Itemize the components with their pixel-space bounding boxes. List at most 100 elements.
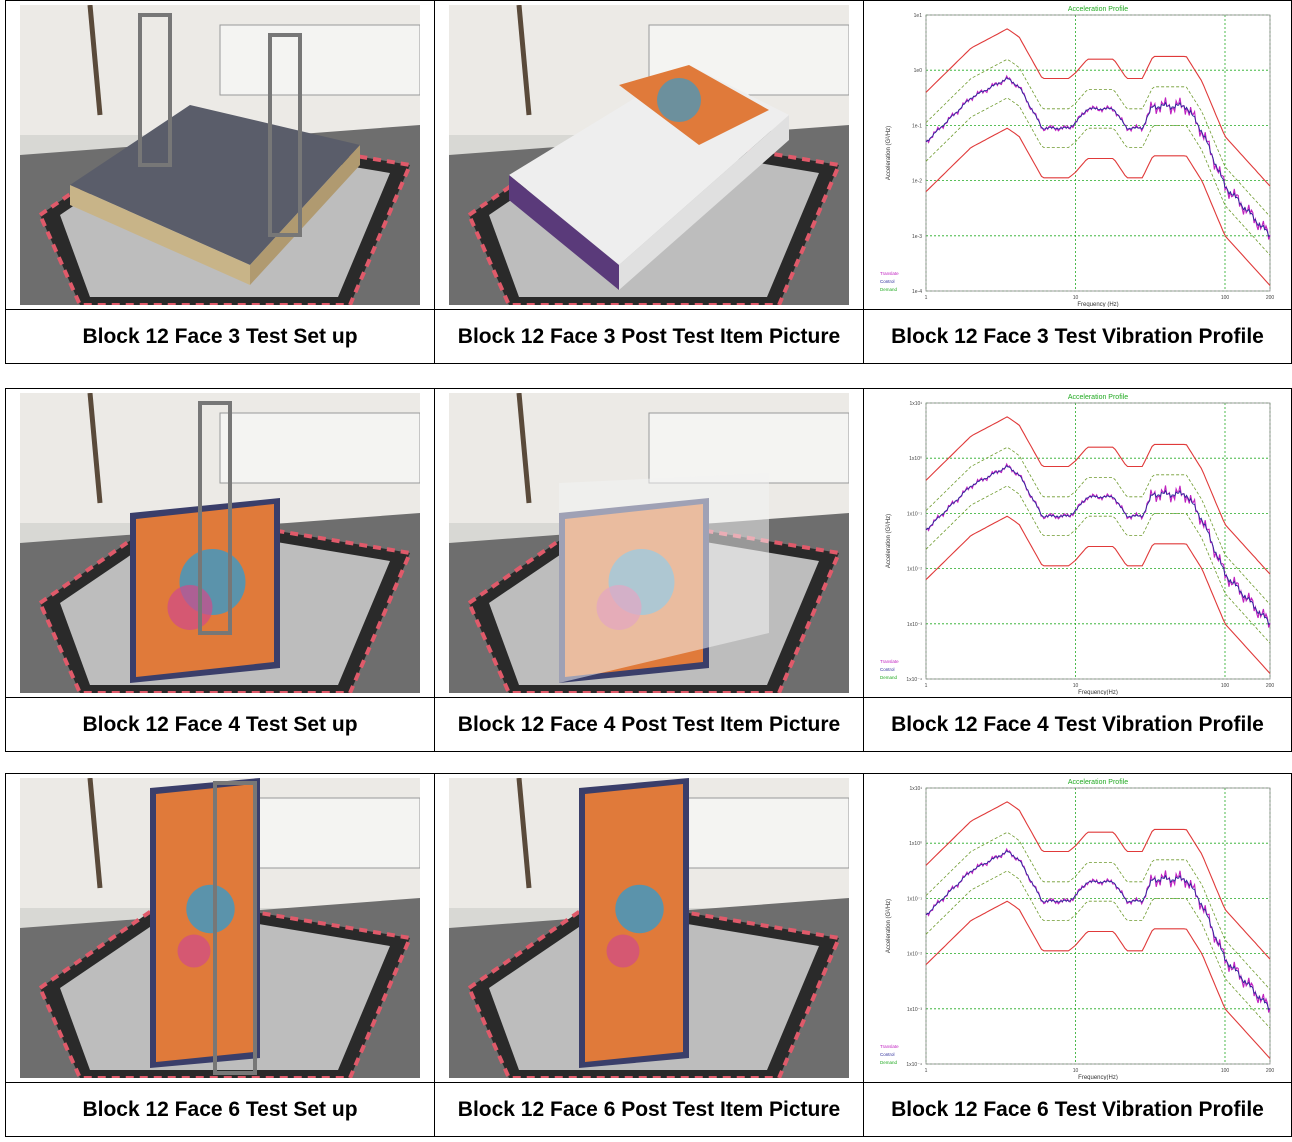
x-tick-label: 10 [1072,1068,1078,1074]
test-setup-photo [20,393,420,693]
caption-cell: Block 12 Face 6 Test Vibration Profile [863,1082,1292,1137]
vibration-caption: Block 12 Face 4 Test Vibration Profile [891,712,1264,736]
y-tick-label: 1x10⁰ [909,841,922,847]
post-test-caption: Block 12 Face 3 Post Test Item Picture [457,324,841,348]
y-tick-label: 1x10⁻¹ [906,511,921,517]
legend-entry: Control [880,667,895,672]
y-tick-label: 1x10¹ [909,786,922,792]
alarm-lower-line [925,485,1270,644]
y-tick-label: 1x10⁻³ [906,1007,921,1013]
post-test-photo [449,5,849,305]
x-tick-label: 1 [924,1068,927,1074]
x-tick-label: 100 [1220,295,1229,301]
control-line [925,77,1270,238]
control-line [925,465,1270,626]
post-test-photo [449,393,849,693]
alarm-upper-line [925,831,1270,990]
y-tick-label: 1x10⁻¹ [906,896,921,902]
abort-lower-line [925,127,1270,286]
y-tick-label: 1e-4 [911,289,921,295]
legend-entry: Control [880,279,895,284]
y-tick-label: 1x10⁰ [909,456,922,462]
photo-cell [5,773,435,1083]
legend-entry: Translate [880,659,899,664]
x-tick-label: 1 [924,683,927,689]
x-tick-label: 10 [1072,683,1078,689]
chart-cell: Acceleration Profile 1e1 1e0 1e-1 1e-2 1e-3 1e… [863,0,1292,310]
chart-title: Acceleration Profile [1067,394,1127,401]
y-tick-label: 1e1 [913,13,922,19]
x-tick-label: 100 [1220,1068,1229,1074]
response-line [925,74,1271,240]
post-test-photo [449,778,849,1078]
abort-upper-line [925,28,1270,187]
y-axis-label: Acceleration (G²/Hz) [886,514,892,568]
y-tick-label: 1x10⁻⁴ [906,1062,922,1068]
legend-entry: Translate [880,1044,899,1049]
y-tick-label: 1e0 [913,68,922,74]
x-tick-label: 10 [1072,295,1078,301]
x-tick-label: 200 [1265,683,1274,689]
vibration-profile-chart: Acceleration Profile 1e1 1e0 1e-1 1e-2 1e-3 1e… [875,3,1280,307]
chart-cell: Acceleration Profile 1x10¹ 1x10⁰ 1x10⁻¹ 1x10… [863,773,1292,1083]
alarm-upper-line [925,58,1270,217]
caption-cell: Block 12 Face 6 Post Test Item Picture [434,1082,864,1137]
x-tick-label: 1 [924,295,927,301]
caption-cell: Block 12 Face 3 Test Vibration Profile [863,309,1292,364]
vibration-caption: Block 12 Face 3 Test Vibration Profile [891,324,1264,348]
post-test-caption: Block 12 Face 6 Post Test Item Picture [457,1097,841,1121]
caption-cell: Block 12 Face 3 Test Set up [5,309,435,364]
x-axis-label: Frequency(Hz) [1078,1075,1118,1080]
photo-cell [434,0,864,310]
abort-upper-line [925,416,1270,575]
setup-caption: Block 12 Face 6 Test Set up [82,1097,358,1121]
control-line [925,850,1270,1011]
caption-cell: Block 12 Face 4 Test Set up [5,697,435,752]
plot-frame [925,14,1270,292]
test-setup-photo [20,5,420,305]
setup-caption: Block 12 Face 4 Test Set up [82,712,358,736]
plot-frame [925,787,1270,1065]
photo-cell [434,773,864,1083]
plot-frame [925,402,1270,680]
legend-entry: Demand [880,1060,898,1065]
x-axis-label: Frequency (Hz) [1077,302,1118,307]
photo-cell [434,388,864,698]
chart-title: Acceleration Profile [1067,779,1127,786]
vibration-caption: Block 12 Face 6 Test Vibration Profile [891,1097,1264,1121]
y-tick-label: 1x10¹ [909,401,922,407]
chart-cell: Acceleration Profile 1x10¹ 1x10⁰ 1x10⁻¹ 1x10… [863,388,1292,698]
caption-cell: Block 12 Face 3 Post Test Item Picture [434,309,864,364]
test-setup-photo [20,778,420,1078]
x-axis-label: Frequency(Hz) [1078,690,1118,695]
chart-title: Acceleration Profile [1067,6,1127,13]
y-tick-label: 1e-3 [911,234,921,240]
y-axis-label: Acceleration (G²/Hz) [886,126,892,180]
x-tick-label: 200 [1265,1068,1274,1074]
y-tick-label: 1x10⁻⁴ [906,677,922,683]
vibration-profile-chart: Acceleration Profile 1x10¹ 1x10⁰ 1x10⁻¹ 1x10… [875,776,1280,1080]
x-tick-label: 100 [1220,683,1229,689]
response-line [925,847,1271,1013]
caption-cell: Block 12 Face 4 Test Vibration Profile [863,697,1292,752]
test-block-table: Acceleration Profile 1e1 1e0 1e-1 1e-2 1e-3 1e… [5,0,1292,364]
alarm-upper-line [925,446,1270,605]
y-tick-label: 1e-2 [911,179,921,185]
legend-entry: Demand [880,287,898,292]
photo-cell [5,0,435,310]
y-tick-label: 1x10⁻² [906,952,921,958]
abort-lower-line [925,515,1270,674]
abort-upper-line [925,801,1270,960]
alarm-lower-line [925,97,1270,256]
response-line [925,462,1271,628]
test-block-table: Acceleration Profile 1x10¹ 1x10⁰ 1x10⁻¹ 1x10… [5,388,1292,752]
caption-cell: Block 12 Face 6 Test Set up [5,1082,435,1137]
vibration-profile-chart: Acceleration Profile 1x10¹ 1x10⁰ 1x10⁻¹ 1x10… [875,391,1280,695]
alarm-lower-line [925,870,1270,1029]
legend-entry: Demand [880,675,898,680]
y-tick-label: 1x10⁻² [906,567,921,573]
photo-cell [5,388,435,698]
x-tick-label: 200 [1265,295,1274,301]
y-tick-label: 1e-1 [911,123,921,129]
legend-entry: Control [880,1052,895,1057]
